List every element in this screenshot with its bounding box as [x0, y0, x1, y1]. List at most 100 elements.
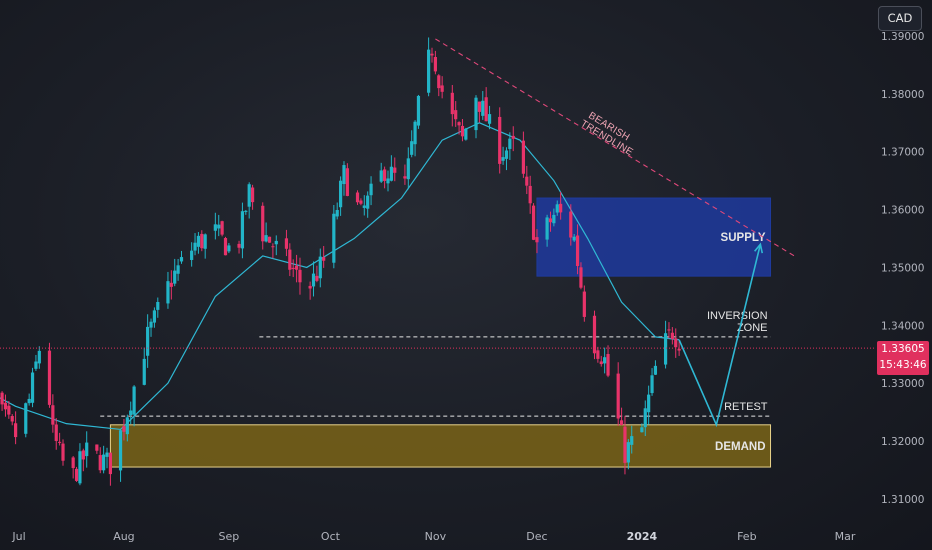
- candle[interactable]: [552, 208, 556, 227]
- candle[interactable]: [393, 157, 397, 182]
- candle[interactable]: [146, 314, 150, 368]
- candle[interactable]: [528, 175, 532, 214]
- candle[interactable]: [166, 271, 170, 309]
- candle[interactable]: [555, 200, 559, 216]
- candle[interactable]: [271, 243, 275, 259]
- candle[interactable]: [74, 466, 79, 482]
- candle[interactable]: [240, 202, 245, 259]
- candle[interactable]: [369, 176, 373, 206]
- candle[interactable]: [599, 355, 603, 367]
- candle[interactable]: [606, 345, 610, 378]
- candle[interactable]: [98, 447, 102, 474]
- candle[interactable]: [308, 281, 312, 300]
- candle[interactable]: [264, 222, 268, 243]
- candle[interactable]: [464, 127, 468, 141]
- candle[interactable]: [193, 233, 197, 256]
- candle[interactable]: [284, 229, 289, 257]
- candle[interactable]: [311, 261, 316, 297]
- candle[interactable]: [433, 50, 437, 75]
- candle[interactable]: [460, 119, 465, 142]
- candle[interactable]: [315, 265, 319, 283]
- candle[interactable]: [27, 393, 31, 406]
- candle[interactable]: [247, 182, 251, 219]
- candle[interactable]: [169, 270, 173, 300]
- candle[interactable]: [7, 401, 11, 419]
- candle[interactable]: [647, 385, 651, 425]
- candle[interactable]: [603, 347, 607, 374]
- candle[interactable]: [332, 205, 336, 269]
- candle[interactable]: [457, 121, 461, 135]
- candle[interactable]: [342, 161, 346, 196]
- candle[interactable]: [474, 95, 478, 139]
- candle[interactable]: [244, 210, 248, 215]
- candle[interactable]: [274, 235, 278, 256]
- candle[interactable]: [200, 230, 204, 252]
- candle[interactable]: [487, 105, 492, 130]
- candle[interactable]: [366, 191, 370, 218]
- candle[interactable]: [14, 411, 18, 445]
- candle[interactable]: [416, 94, 421, 129]
- candle[interactable]: [156, 297, 160, 318]
- candle[interactable]: [294, 254, 299, 283]
- candle[interactable]: [318, 248, 322, 288]
- candle[interactable]: [545, 214, 549, 247]
- candle[interactable]: [142, 347, 146, 386]
- candle[interactable]: [47, 342, 52, 408]
- candle[interactable]: [37, 346, 41, 369]
- candle[interactable]: [616, 362, 620, 426]
- candle[interactable]: [85, 431, 89, 468]
- candle[interactable]: [71, 456, 75, 479]
- candle[interactable]: [501, 146, 505, 165]
- candle[interactable]: [362, 195, 366, 216]
- candle[interactable]: [125, 414, 129, 442]
- candle[interactable]: [78, 443, 82, 486]
- candle[interactable]: [338, 176, 343, 216]
- candle[interactable]: [30, 367, 35, 408]
- candle[interactable]: [3, 394, 8, 417]
- candle[interactable]: [335, 202, 339, 220]
- candle[interactable]: [298, 257, 302, 295]
- candle[interactable]: [626, 439, 630, 470]
- candle[interactable]: [596, 346, 600, 363]
- candle[interactable]: [572, 234, 576, 242]
- candle[interactable]: [430, 47, 434, 63]
- candle[interactable]: [511, 126, 515, 152]
- candle[interactable]: [403, 164, 407, 185]
- candle[interactable]: [61, 439, 65, 466]
- candle[interactable]: [132, 385, 136, 427]
- candle[interactable]: [122, 418, 126, 441]
- candle[interactable]: [261, 202, 265, 250]
- candle[interactable]: [559, 191, 563, 220]
- candle[interactable]: [406, 147, 410, 190]
- candle[interactable]: [410, 130, 414, 158]
- candle[interactable]: [386, 170, 390, 192]
- candle[interactable]: [54, 418, 58, 450]
- candle[interactable]: [383, 166, 387, 189]
- candle[interactable]: [653, 360, 658, 376]
- candle[interactable]: [630, 425, 634, 454]
- candle[interactable]: [129, 401, 133, 425]
- candle[interactable]: [643, 400, 647, 436]
- currency-badge[interactable]: CAD: [878, 6, 922, 31]
- candle[interactable]: [196, 232, 201, 254]
- candle[interactable]: [190, 242, 194, 267]
- candle[interactable]: [592, 310, 597, 360]
- candle[interactable]: [203, 233, 207, 259]
- candle[interactable]: [81, 448, 85, 472]
- candle[interactable]: [484, 87, 488, 122]
- candle[interactable]: [477, 101, 481, 123]
- candle[interactable]: [359, 198, 363, 206]
- candle[interactable]: [108, 452, 113, 486]
- candle[interactable]: [152, 307, 157, 328]
- candle[interactable]: [173, 258, 177, 287]
- candle[interactable]: [179, 250, 184, 264]
- candle[interactable]: [531, 203, 536, 241]
- candle[interactable]: [102, 445, 106, 474]
- candle[interactable]: [217, 214, 221, 237]
- candle[interactable]: [149, 318, 153, 337]
- candle[interactable]: [220, 220, 224, 237]
- candle[interactable]: [250, 184, 255, 210]
- candle[interactable]: [389, 155, 393, 182]
- candle[interactable]: [667, 322, 671, 339]
